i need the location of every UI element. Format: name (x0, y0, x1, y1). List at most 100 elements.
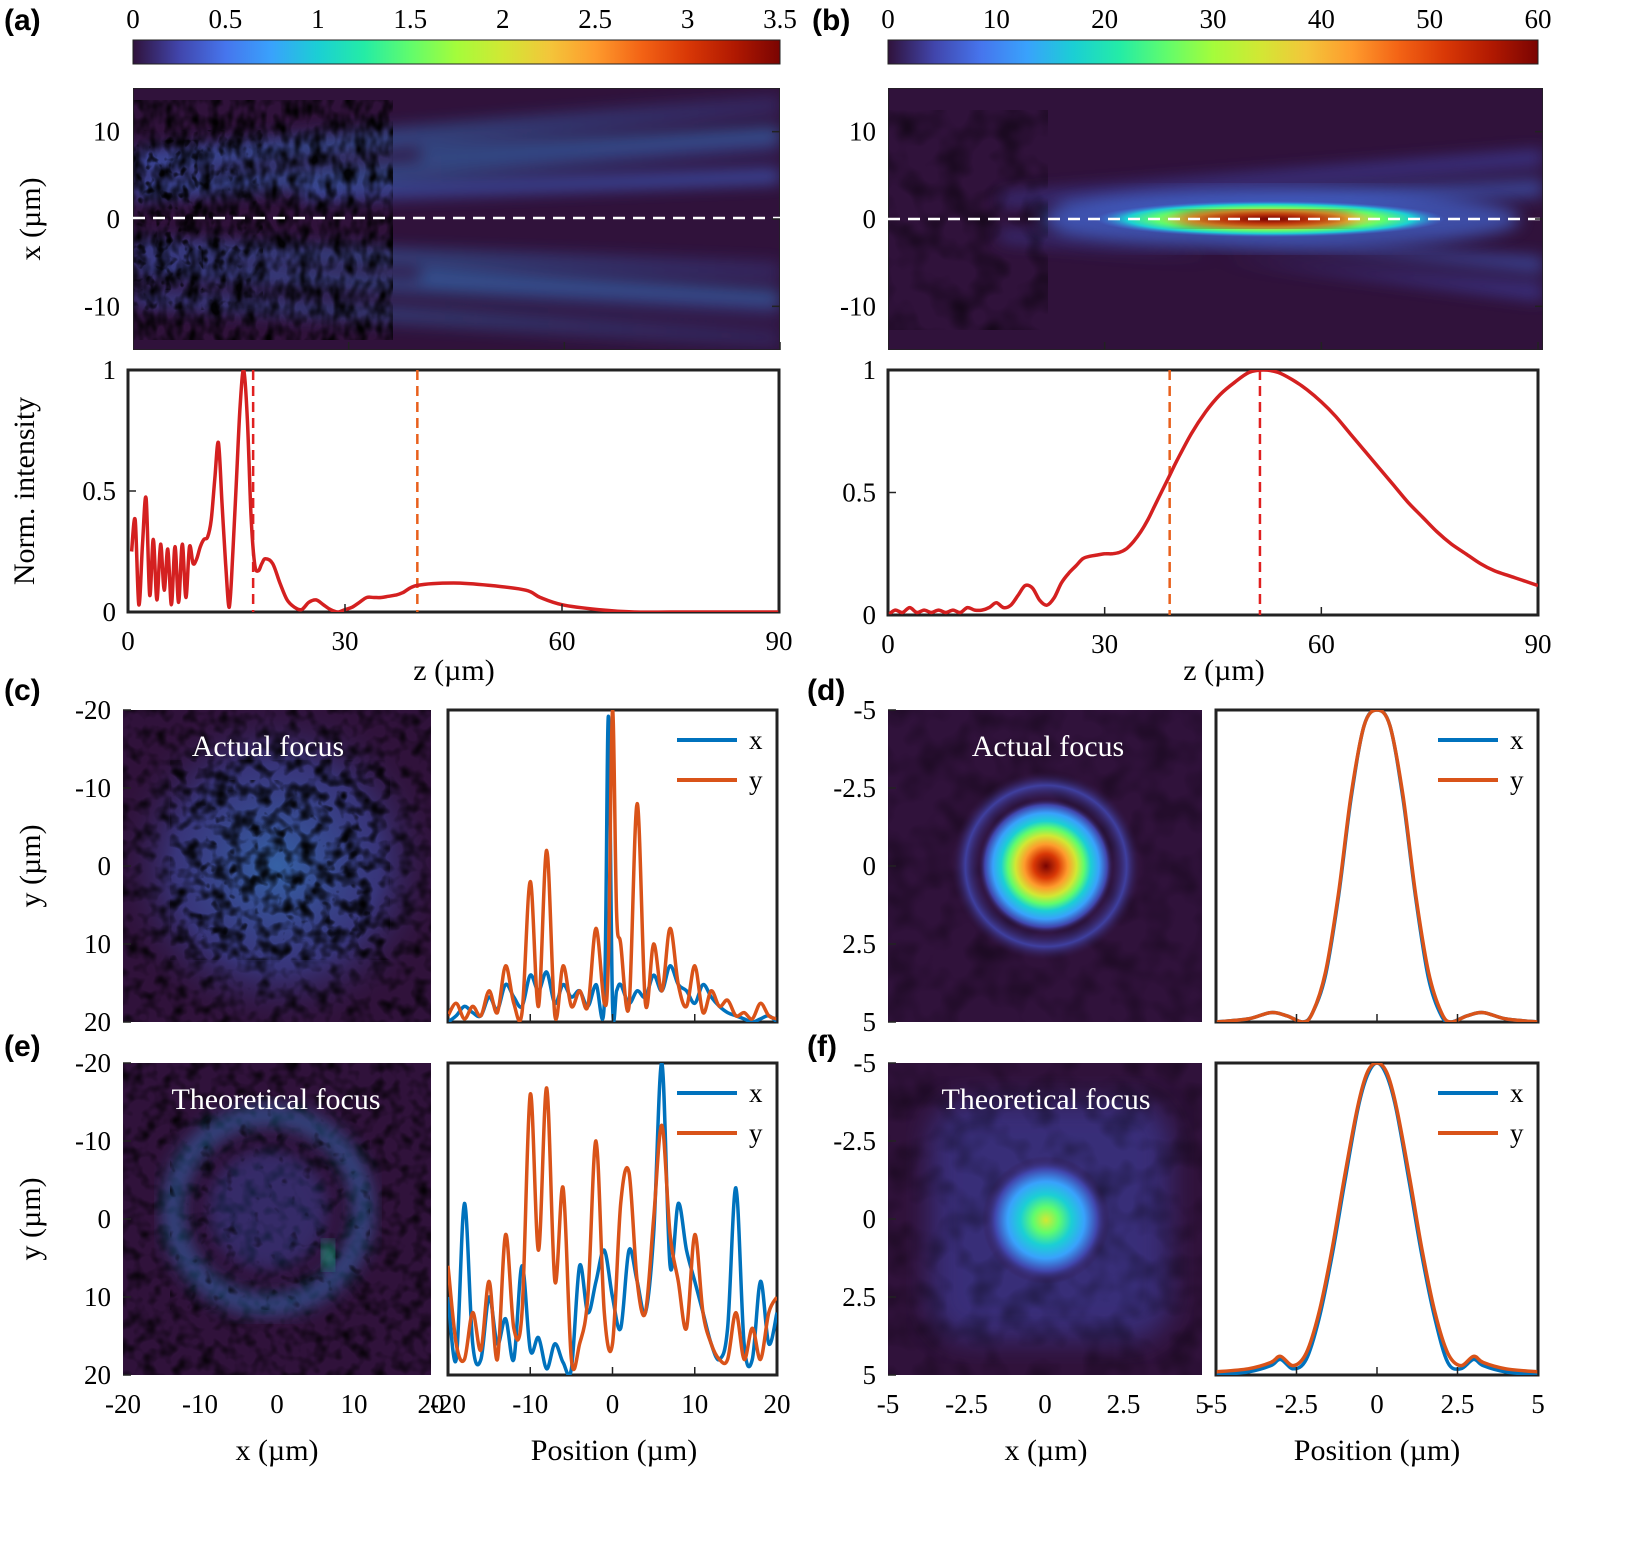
eprof-xtick-label: -10 (512, 1389, 548, 1419)
fmap-axis-xtick-label: -2.5 (945, 1389, 988, 1419)
aprof-ytick-label: 0.5 (82, 476, 116, 506)
cbA-ticks-tick: 2.5 (578, 4, 612, 34)
aprof-xtick-label: 90 (766, 626, 793, 656)
map-f-title: Theoretical focus (941, 1083, 1150, 1116)
map-b-ytick-label: 10 (849, 117, 876, 147)
map-a-ytick-label: 0 (107, 204, 121, 234)
colorbar-b: 0 10 20 30 40 50 60 (881, 4, 1552, 65)
profile-f (1216, 1063, 1538, 1375)
emap-axis-xtick-label: 20 (418, 1389, 445, 1419)
colorbar-b-gradient (887, 39, 1539, 65)
fmap-axis-ytick-label: 0 (863, 1204, 877, 1234)
fprof-xtick-label: -5 (1205, 1389, 1228, 1419)
map-f (888, 1063, 1202, 1375)
emap-axis-xtick-label: 0 (270, 1389, 284, 1419)
fprof-legend-label-y: y (1510, 1118, 1524, 1148)
profile-b (888, 370, 1538, 615)
panel-label-b: (b) (812, 4, 850, 37)
profile-e (448, 1063, 777, 1375)
map-e (123, 1063, 431, 1375)
fprof-series-x (1216, 1063, 1538, 1375)
eprof-xtick-label: 0 (606, 1389, 620, 1419)
map-e-ylabel: y (µm) (14, 1177, 47, 1260)
emap-axis-ytick-label: 10 (84, 1282, 111, 1312)
fmap-axis-xtick-label: 2.5 (1107, 1389, 1141, 1419)
eprof-xtick-label: -20 (430, 1389, 466, 1419)
profile-b-xlabel: z (µm) (1183, 654, 1264, 687)
profile-e-xlabel: Position (µm) (531, 1434, 697, 1467)
fmap-axis-xtick-label: -5 (877, 1389, 900, 1419)
fprof-xtick-label: 0 (1370, 1389, 1384, 1419)
cbB-ticks-tick: 10 (983, 4, 1010, 34)
dprof-legend-label-y: y (1510, 765, 1524, 795)
map-e-xlabel: x (µm) (235, 1434, 318, 1467)
emap-axis-xtick-label: -20 (105, 1389, 141, 1419)
fprof-legend-label-x: x (1510, 1078, 1524, 1108)
panel-label-d: (d) (807, 674, 845, 707)
fprof-xtick-label: 5 (1531, 1389, 1545, 1419)
aprof-series-curve (129, 370, 779, 612)
bprof-ytick-label: 1 (863, 355, 877, 385)
map-a-ytick-label: -10 (84, 291, 120, 321)
map-a-ytick-label: 10 (93, 117, 120, 147)
fmap-axis-ytick-label: 5 (863, 1360, 877, 1390)
profile-a (129, 370, 779, 612)
eprof-legend-label-x: x (749, 1078, 763, 1108)
map-d-title: Actual focus (972, 730, 1124, 763)
fmap-axis-ytick-label: -5 (854, 1048, 877, 1078)
profile-a-ylabel: Norm. intensity (8, 397, 41, 585)
aprof-ytick-label: 1 (103, 355, 117, 385)
profile-d (1216, 710, 1538, 1022)
panel-label-e: (e) (4, 1030, 41, 1063)
fmap-axis-xtick-label: 0 (1038, 1389, 1052, 1419)
panel-label-c: (c) (4, 674, 41, 707)
bprof-xtick-label: 90 (1525, 629, 1552, 659)
cbB-ticks-tick: 20 (1091, 4, 1118, 34)
emap-axis-xtick-label: -10 (182, 1389, 218, 1419)
cbA-ticks-tick: 1 (311, 4, 325, 34)
cbB-ticks-tick: 0 (881, 4, 895, 34)
profile-f-frame (1214, 1061, 1540, 1377)
dprof-series-y (1216, 710, 1538, 1022)
map-c-title: Actual focus (192, 730, 344, 763)
cbA-ticks-tick: 1.5 (393, 4, 427, 34)
emap-axis-ytick-label: 20 (84, 1360, 111, 1390)
eprof-xtick-label: 20 (764, 1389, 791, 1419)
cbB-ticks-tick: 50 (1416, 4, 1443, 34)
emap-axis-xtick-label: 10 (341, 1389, 368, 1419)
map-e-title: Theoretical focus (171, 1083, 380, 1116)
panel-label-f: (f) (807, 1030, 837, 1063)
eprof-xtick-label: 10 (681, 1389, 708, 1419)
bprof-series-curve (888, 370, 1538, 615)
map-c (123, 710, 431, 1022)
aprof-ytick-label: 0 (103, 597, 117, 627)
map-d (888, 710, 1202, 1022)
cbB-ticks-tick: 30 (1200, 4, 1227, 34)
aprof-xtick-label: 30 (332, 626, 359, 656)
bprof-ytick-label: 0 (863, 600, 877, 630)
emap-axis-ytick-label: -10 (75, 1126, 111, 1156)
cmap-axis-ytick-label: 20 (84, 1007, 111, 1037)
bprof-xtick-label: 30 (1091, 629, 1118, 659)
profile-d-frame (1214, 708, 1540, 1024)
cprof-legend-label-y: y (749, 765, 763, 795)
profile-a-xlabel: z (µm) (413, 654, 494, 687)
cbB-ticks-tick: 60 (1525, 4, 1552, 34)
cbA-ticks-tick: 3 (681, 4, 695, 34)
cmap-axis-ytick-label: -20 (75, 695, 111, 725)
dmap-axis-ytick-label: -5 (854, 695, 877, 725)
fmap-axis-xtick-label: 5 (1195, 1389, 1209, 1419)
dprof-series-x (1216, 710, 1538, 1022)
bprof-xtick-label: 60 (1308, 629, 1335, 659)
map-a (133, 88, 780, 350)
eprof-legend-label-y: y (749, 1118, 763, 1148)
aprof-xtick-label: 0 (121, 626, 135, 656)
dmap-axis-ytick-label: 5 (863, 1007, 877, 1037)
map-f-xlabel: x (µm) (1004, 1434, 1087, 1467)
bprof-xtick-label: 0 (881, 629, 895, 659)
bprof-ytick-label: 0.5 (842, 478, 876, 508)
emap-axis-ytick-label: -20 (75, 1048, 111, 1078)
map-a-ylabel: x (µm) (14, 177, 47, 260)
fprof-xtick-label: 2.5 (1441, 1389, 1475, 1419)
profile-b-frame (886, 368, 1540, 617)
